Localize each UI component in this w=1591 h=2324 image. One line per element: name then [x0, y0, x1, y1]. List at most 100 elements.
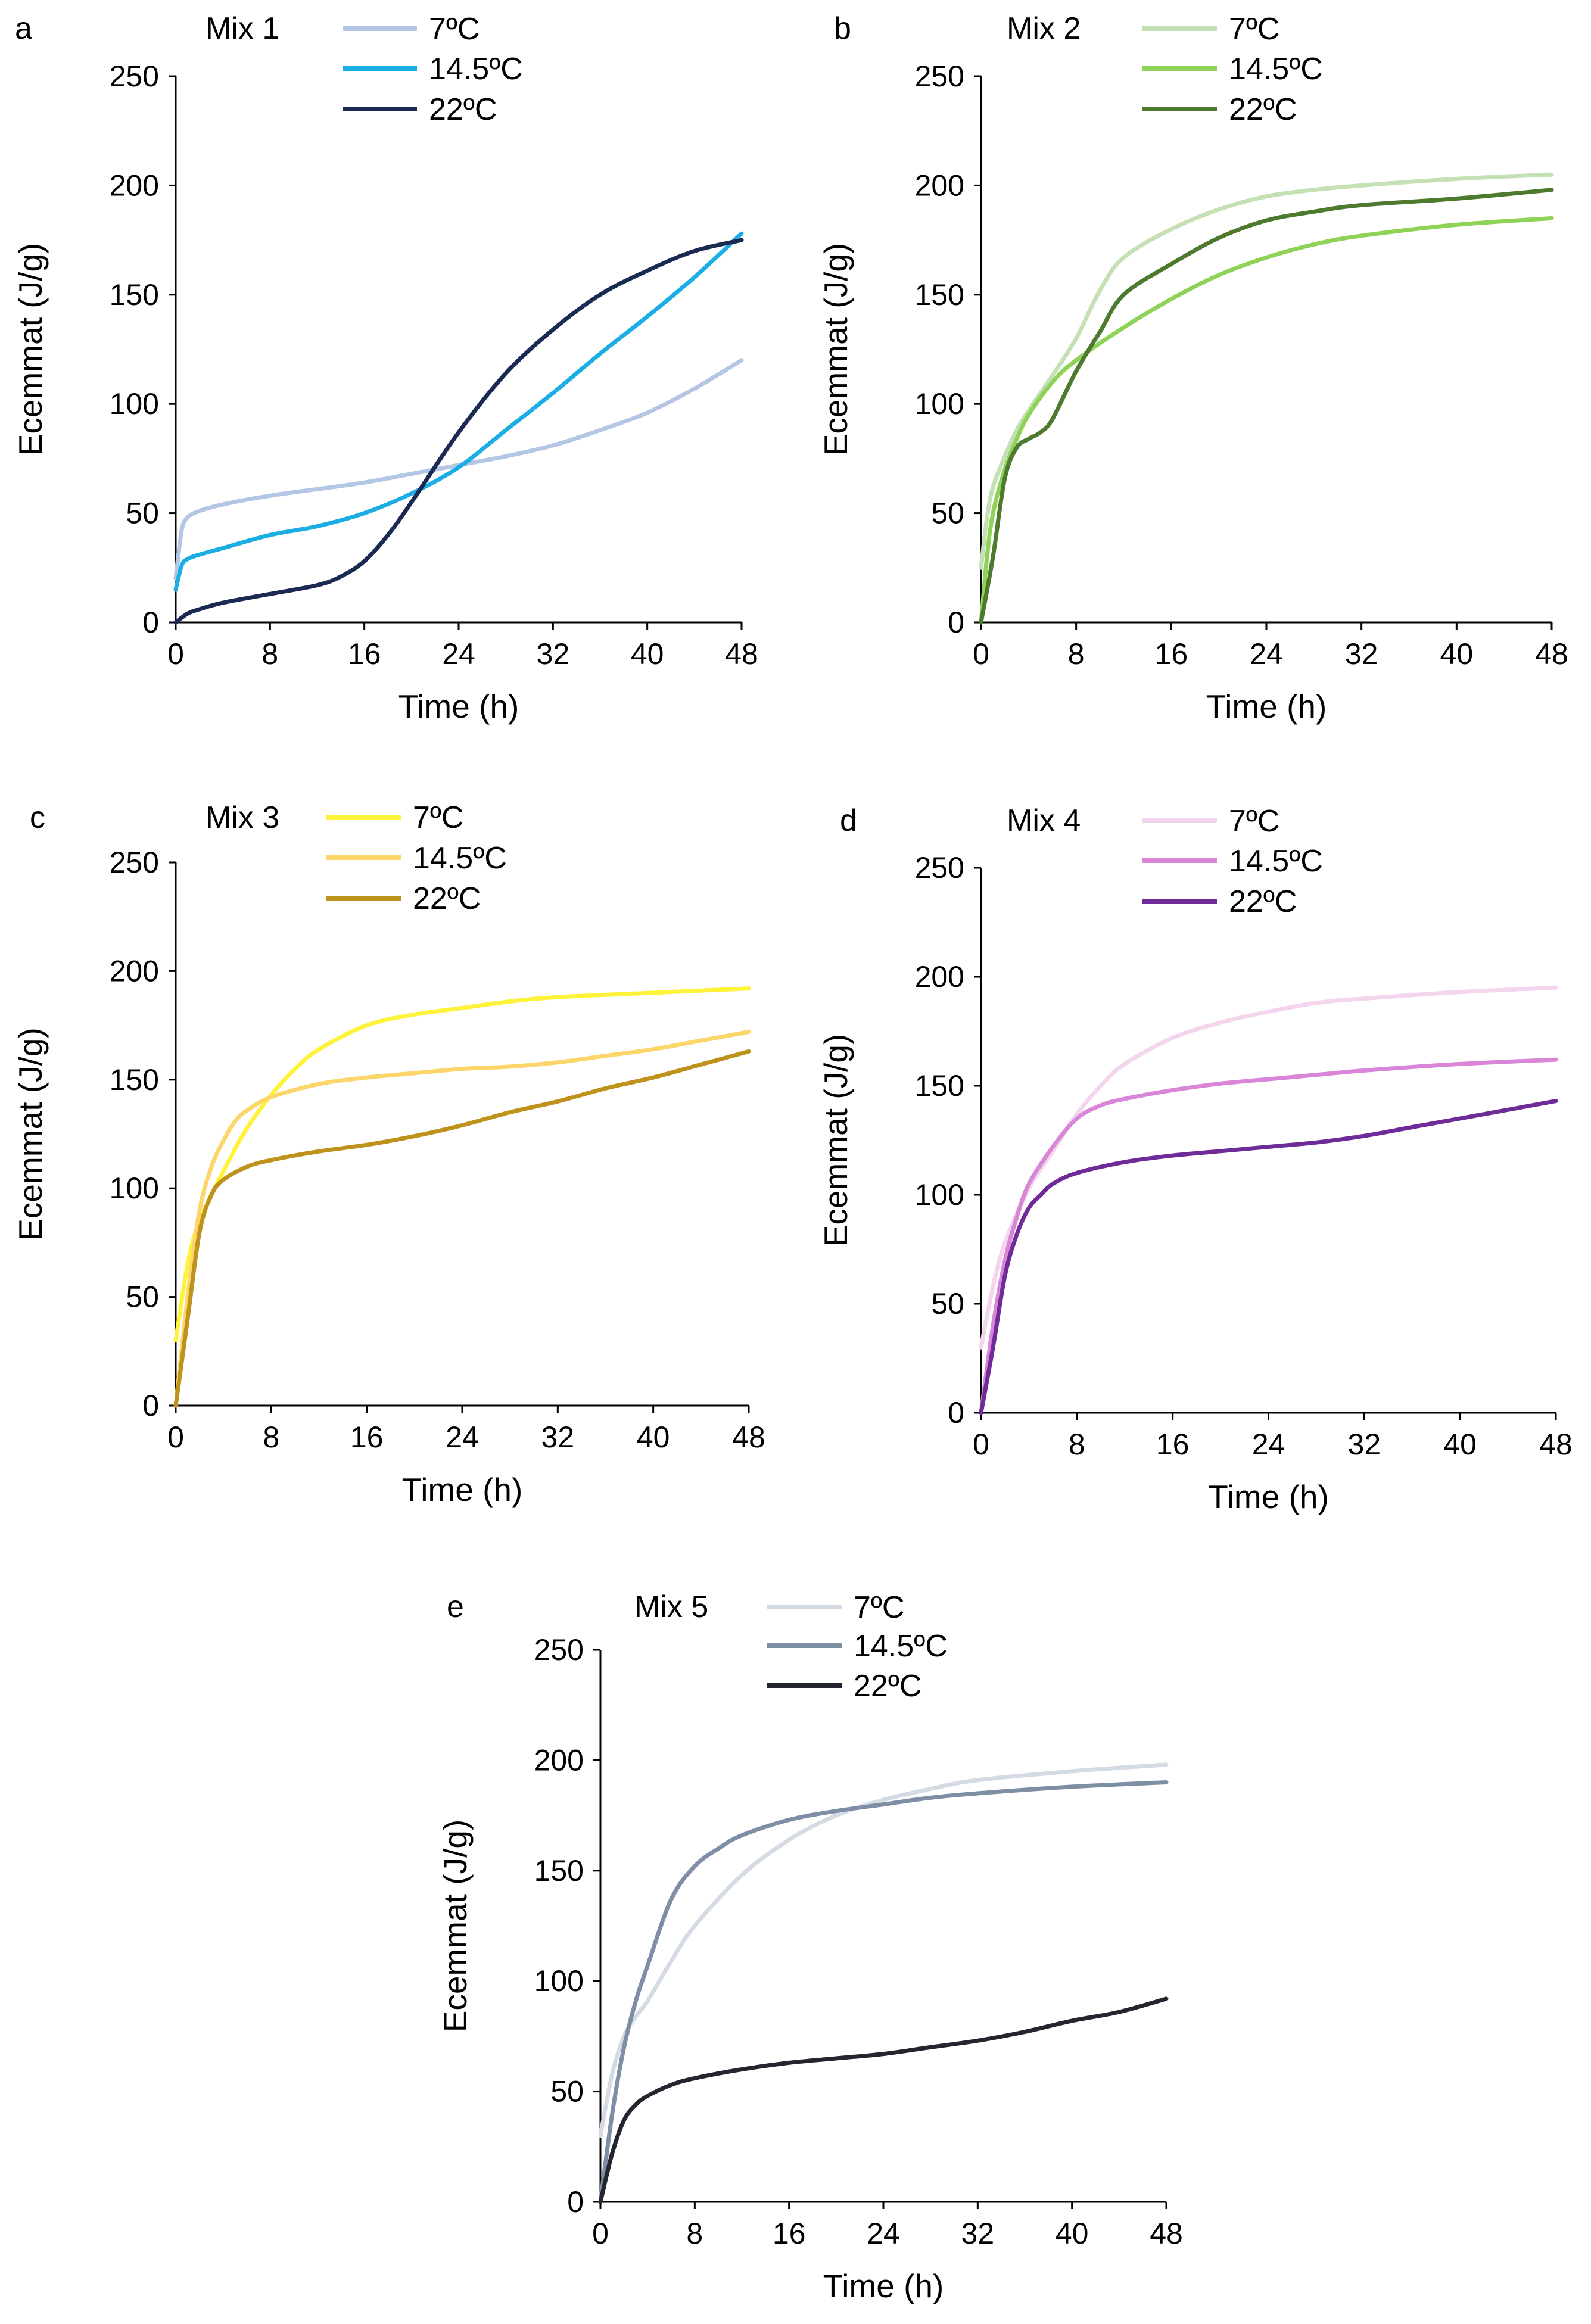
legend-label: 14.5ºC — [413, 841, 507, 876]
y-tick-label: 150 — [110, 278, 159, 311]
y-tick-label: 0 — [948, 606, 964, 639]
chart-panel-e: e 0 8 16 24 32 40 48 0 50 100 150 200 250 Time (h) Ecem… — [437, 1590, 1183, 2304]
x-axis-title: Time (h) — [398, 688, 519, 725]
x-tick-label: 16 — [773, 2217, 806, 2250]
x-tick-label: 0 — [592, 2217, 609, 2250]
x-tick-label: 40 — [631, 637, 664, 671]
legend-label: 22ºC — [429, 92, 497, 127]
y-tick-label: 50 — [126, 1281, 159, 1314]
x-tick-label: 24 — [442, 637, 475, 671]
series-line-d-2 — [979, 1057, 1558, 1415]
x-tick-label: 40 — [637, 1420, 670, 1454]
x-tick-label: 24 — [446, 1420, 479, 1454]
y-tick-label: 150 — [915, 278, 964, 311]
panel-letter: d — [840, 803, 857, 838]
chart-panel-d: d 0 8 16 24 32 40 48 0 50 100 150 200 250 Time (h) Ecem… — [817, 803, 1573, 1515]
y-tick-label: 50 — [550, 2075, 584, 2108]
chart-panel-b: b 0 8 16 24 32 40 48 0 50 100 150 200 250 Time (h) Ecem… — [817, 11, 1568, 725]
legend-label: 22ºC — [1229, 884, 1297, 919]
legend-label: 14.5ºC — [1229, 52, 1323, 86]
y-tick-label: 250 — [534, 1633, 584, 1666]
legend-label: 22ºC — [413, 881, 481, 916]
x-tick-label: 48 — [732, 1420, 765, 1454]
x-tick-label: 40 — [1056, 2217, 1089, 2250]
series-line-b-3 — [979, 188, 1554, 625]
x-tick-label: 8 — [1068, 637, 1085, 671]
legend-label: 7ºC — [1229, 12, 1279, 46]
series-line-c-3 — [173, 1049, 751, 1408]
series-line-c-2 — [173, 1030, 751, 1408]
y-tick-label: 0 — [142, 606, 159, 639]
x-tick-label: 16 — [348, 637, 381, 671]
y-tick-label: 100 — [915, 1178, 964, 1211]
x-tick-label: 40 — [1440, 637, 1474, 671]
x-tick-label: 48 — [1539, 1428, 1573, 1461]
y-tick-label: 100 — [915, 387, 964, 420]
y-tick-label: 0 — [142, 1389, 159, 1422]
series-line-a-2 — [173, 231, 744, 592]
series-line-a-3 — [173, 238, 744, 625]
x-tick-label: 48 — [1150, 2217, 1183, 2250]
legend-label: 22ºC — [1229, 92, 1297, 127]
y-tick-label: 150 — [534, 1854, 584, 1887]
x-tick-label: 8 — [261, 637, 278, 671]
x-tick-label: 16 — [350, 1420, 384, 1454]
legend-label: 7ºC — [413, 800, 463, 835]
panel-letter: e — [447, 1590, 464, 1624]
x-tick-label: 40 — [1443, 1428, 1477, 1461]
panel-letter: a — [15, 11, 32, 46]
y-axis-title: Ecemmat (J/g) — [12, 1027, 49, 1241]
x-axis-title: Time (h) — [1208, 1478, 1329, 1515]
series-line-d-1 — [979, 985, 1558, 1350]
y-tick-label: 200 — [110, 954, 159, 987]
x-tick-label: 24 — [1250, 637, 1283, 671]
x-tick-label: 0 — [167, 1420, 184, 1454]
y-tick-label: 50 — [931, 497, 964, 530]
legend-label: 14.5ºC — [429, 52, 523, 86]
y-tick-label: 200 — [915, 960, 964, 993]
chart-panel-a: a 0 8 16 24 32 40 48 0 50 100 150 200 250 Time (h) Ecem… — [12, 11, 758, 725]
y-tick-label: 200 — [915, 169, 964, 202]
series-line-e-2 — [598, 1780, 1169, 2204]
legend-label: 22ºC — [854, 1669, 921, 1703]
series-line-e-3 — [598, 1996, 1169, 2204]
y-axis-title: Ecemmat (J/g) — [12, 243, 49, 456]
y-axis-title: Ecemmat (J/g) — [817, 243, 854, 456]
y-tick-label: 150 — [915, 1069, 964, 1102]
legend-label: 7ºC — [1229, 804, 1279, 839]
y-axis-title: Ecemmat (J/g) — [437, 1820, 474, 2033]
x-tick-label: 16 — [1156, 1428, 1190, 1461]
y-tick-label: 200 — [534, 1743, 584, 1777]
series-line-c-1 — [173, 986, 751, 1343]
x-tick-label: 0 — [167, 637, 184, 671]
x-tick-label: 48 — [725, 637, 758, 671]
x-tick-label: 32 — [1348, 1428, 1381, 1461]
x-tick-label: 24 — [1252, 1428, 1285, 1461]
y-tick-label: 100 — [534, 1964, 584, 1998]
x-tick-label: 48 — [1535, 637, 1568, 671]
y-tick-label: 50 — [126, 497, 159, 530]
legend-label: 7ºC — [854, 1590, 904, 1625]
legend-title: Mix 4 — [1007, 803, 1081, 838]
y-tick-label: 50 — [931, 1287, 964, 1320]
y-tick-label: 0 — [948, 1396, 964, 1429]
x-tick-label: 8 — [686, 2217, 703, 2250]
y-tick-label: 200 — [110, 169, 159, 202]
panel-letter: c — [30, 800, 45, 835]
legend-title: Mix 1 — [206, 11, 279, 46]
legend-label: 14.5ºC — [1229, 844, 1323, 878]
y-tick-label: 250 — [915, 851, 964, 884]
x-tick-label: 8 — [263, 1420, 279, 1454]
panel-letter: b — [834, 11, 851, 46]
x-axis-title: Time (h) — [823, 2267, 944, 2304]
x-tick-label: 8 — [1069, 1428, 1085, 1461]
legend-label: 7ºC — [429, 12, 480, 46]
chart-panel-c: c 0 8 16 24 32 40 48 0 50 100 150 200 250 Time (h) Ecem… — [12, 800, 765, 1508]
series-line-b-2 — [979, 216, 1554, 625]
y-tick-label: 250 — [915, 60, 964, 93]
x-tick-label: 32 — [961, 2217, 995, 2250]
y-tick-label: 100 — [110, 387, 159, 420]
x-tick-label: 32 — [541, 1420, 575, 1454]
x-tick-label: 16 — [1155, 637, 1188, 671]
y-tick-label: 250 — [110, 60, 159, 93]
